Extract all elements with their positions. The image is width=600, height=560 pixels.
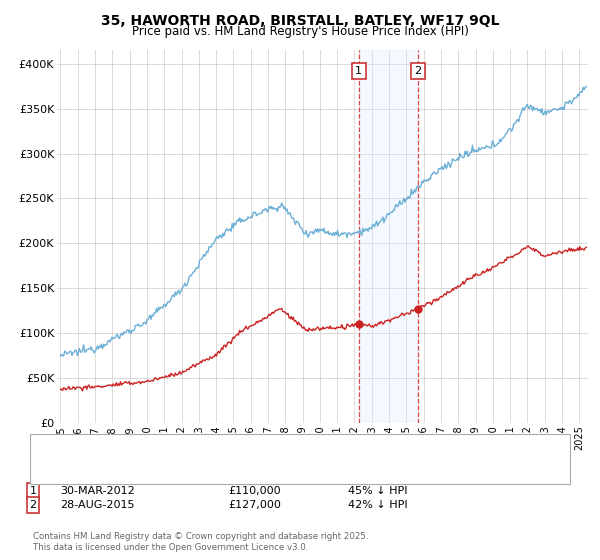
Text: ─────: ───── [45,451,83,464]
Text: 1: 1 [29,486,37,496]
Text: ─────: ───── [45,437,83,450]
Text: £110,000: £110,000 [228,486,281,496]
Text: 42% ↓ HPI: 42% ↓ HPI [348,500,407,510]
Text: 45% ↓ HPI: 45% ↓ HPI [348,486,407,496]
Text: 2: 2 [29,500,37,510]
Text: Contains HM Land Registry data © Crown copyright and database right 2025.
This d: Contains HM Land Registry data © Crown c… [33,532,368,552]
Text: 35, HAWORTH ROAD, BIRSTALL, BATLEY, WF17 9QL (detached house): 35, HAWORTH ROAD, BIRSTALL, BATLEY, WF17… [93,438,454,449]
Text: 28-AUG-2015: 28-AUG-2015 [60,500,134,510]
Text: £127,000: £127,000 [228,500,281,510]
Text: 35, HAWORTH ROAD, BIRSTALL, BATLEY, WF17 9QL: 35, HAWORTH ROAD, BIRSTALL, BATLEY, WF17… [101,14,499,28]
Text: HPI: Average price, detached house, Kirklees: HPI: Average price, detached house, Kirk… [93,452,328,463]
Text: 1: 1 [355,66,362,76]
Text: 30-MAR-2012: 30-MAR-2012 [60,486,135,496]
Text: 2: 2 [415,66,422,76]
Text: Price paid vs. HM Land Registry's House Price Index (HPI): Price paid vs. HM Land Registry's House … [131,25,469,38]
Bar [359,50,418,423]
